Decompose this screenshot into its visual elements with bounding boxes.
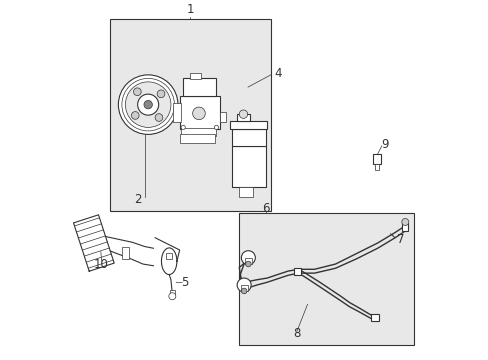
Circle shape — [401, 219, 408, 225]
Circle shape — [241, 251, 255, 265]
Bar — [181, 129, 216, 136]
Circle shape — [143, 100, 152, 109]
Bar — [241, 285, 247, 291]
Text: 7: 7 — [396, 233, 404, 246]
Bar — [370, 315, 378, 321]
Bar — [220, 112, 226, 122]
Circle shape — [125, 82, 171, 127]
Bar — [179, 134, 214, 143]
Text: 4: 4 — [273, 67, 281, 80]
Circle shape — [245, 261, 251, 267]
Circle shape — [239, 110, 247, 118]
Bar — [239, 213, 413, 345]
Bar — [373, 154, 380, 164]
Circle shape — [155, 114, 163, 121]
Text: 2: 2 — [134, 193, 141, 206]
Text: 3: 3 — [245, 130, 253, 143]
Bar — [172, 103, 181, 122]
Circle shape — [237, 278, 251, 292]
Circle shape — [157, 90, 164, 98]
Text: 9: 9 — [380, 138, 387, 151]
Bar — [374, 164, 379, 171]
Circle shape — [137, 94, 158, 115]
Bar — [232, 129, 265, 146]
Circle shape — [131, 112, 139, 119]
Circle shape — [214, 125, 218, 130]
Bar — [183, 78, 216, 96]
Bar — [239, 187, 253, 198]
Bar — [169, 290, 174, 294]
Text: 5: 5 — [181, 276, 188, 289]
Bar — [232, 146, 265, 187]
Bar — [293, 268, 300, 275]
Bar — [244, 258, 251, 264]
Bar — [190, 73, 200, 79]
Bar — [109, 19, 270, 211]
Bar — [230, 121, 267, 129]
Circle shape — [181, 125, 185, 130]
Text: 1: 1 — [186, 3, 194, 16]
Bar — [401, 223, 407, 231]
Bar — [166, 253, 172, 260]
Circle shape — [192, 107, 205, 120]
Circle shape — [168, 293, 176, 300]
Bar — [179, 96, 220, 129]
Text: 10: 10 — [94, 257, 109, 270]
Circle shape — [133, 88, 141, 96]
Bar — [122, 247, 129, 259]
Text: 8: 8 — [293, 327, 300, 340]
Text: 6: 6 — [261, 202, 269, 215]
Circle shape — [118, 75, 178, 134]
Circle shape — [241, 288, 246, 294]
Bar — [237, 114, 249, 121]
